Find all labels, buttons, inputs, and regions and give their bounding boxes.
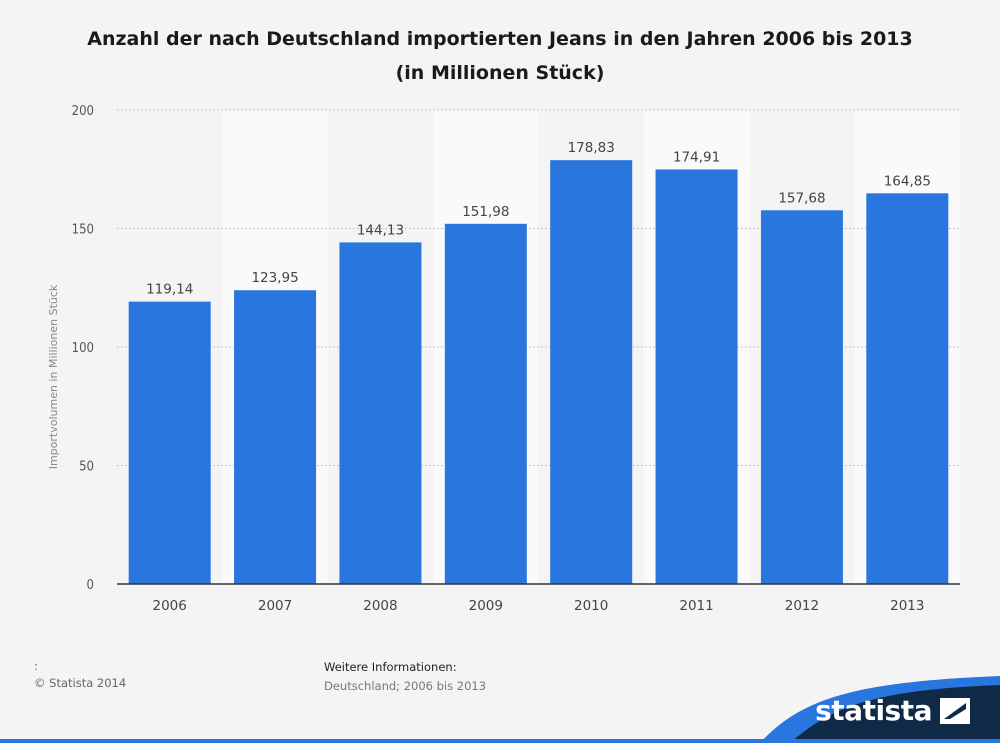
bar: [339, 242, 422, 584]
bar-value-label: 164,85: [884, 173, 931, 189]
bar: [760, 210, 843, 584]
bar: [128, 301, 211, 584]
statista-logo[interactable]: statista: [815, 694, 970, 727]
x-tick-label: 2009: [469, 598, 503, 614]
x-tick-label: 2011: [679, 598, 713, 614]
bar: [866, 193, 949, 585]
bar-value-label: 174,91: [673, 149, 720, 165]
brand-band-bottom-line: [0, 739, 1000, 743]
y-axis-title: Importvolumen in Millionen Stück: [47, 284, 60, 469]
bar-value-label: 151,98: [462, 204, 509, 220]
x-tick-label: 2012: [785, 598, 819, 614]
chart-title-main: Anzahl der nach Deutschland importierten…: [87, 28, 913, 50]
bar: [655, 169, 738, 584]
y-tick-label: 150: [72, 223, 94, 238]
chart-subtitle: (in Millionen Stück): [395, 62, 605, 84]
bar-value-label: 123,95: [251, 270, 298, 286]
y-tick-label: 50: [79, 460, 94, 475]
x-tick-label: 2007: [258, 598, 292, 614]
y-tick-label: 100: [72, 341, 94, 356]
bar: [444, 223, 527, 584]
bar-value-label: 157,68: [778, 190, 825, 206]
bar-value-label: 144,13: [357, 222, 404, 238]
bar-value-label: 178,83: [568, 140, 615, 156]
footer-info: Weitere Informationen: Deutschland; 2006…: [324, 658, 486, 696]
chart-title: Anzahl der nach Deutschland importierten…: [0, 22, 1000, 90]
x-tick-label: 2006: [153, 598, 187, 614]
footer-source: : © Statista 2014: [34, 658, 126, 692]
bar-value-label: 119,14: [146, 282, 193, 298]
footer-info-text: Deutschland; 2006 bis 2013: [324, 679, 487, 693]
y-tick-label: 0: [87, 578, 94, 593]
x-tick-label: 2008: [363, 598, 397, 614]
bar: [234, 290, 317, 584]
footer-info-heading: Weitere Informationen:: [324, 660, 457, 674]
footer-colon: :: [34, 659, 38, 673]
y-tick-label: 200: [72, 104, 94, 119]
statista-logo-text: statista: [815, 694, 932, 727]
statista-logo-icon: [940, 697, 970, 724]
x-tick-label: 2013: [890, 598, 924, 614]
footer-copyright: © Statista 2014: [34, 676, 127, 690]
bar: [550, 160, 633, 584]
x-tick-label: 2010: [574, 598, 608, 614]
